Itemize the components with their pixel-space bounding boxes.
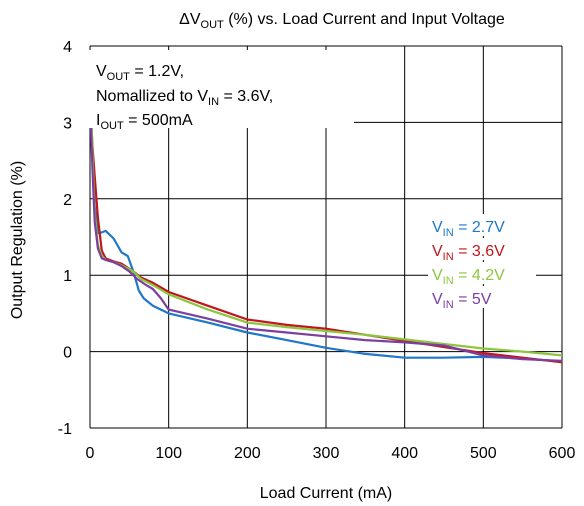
legend-bg-2	[428, 238, 536, 260]
legend-entry-1: VIN = 2.7V	[432, 219, 505, 239]
x-tick-label: 600	[549, 445, 576, 462]
legend: VIN = 2.7V VIN = 3.6V VIN = 4.2V VIN = 5V	[428, 214, 536, 311]
y-tick-label: 2	[63, 192, 72, 209]
x-tick-label: 100	[155, 445, 182, 462]
x-tick-label: 200	[234, 445, 261, 462]
annotation-line-1: VOUT = 1.2V,	[96, 63, 184, 83]
annotation-line-2: Nomallized to VIN = 3.6V,	[96, 88, 273, 108]
legend-entry-2: VIN = 3.6V	[432, 243, 505, 263]
series-line-3	[88, 65, 563, 357]
series-line-4	[88, 99, 563, 362]
legend-entry-3: VIN = 4.2V	[432, 267, 505, 287]
y-tick-label: 1	[63, 268, 72, 285]
series-line-1	[88, 99, 563, 363]
x-tick-label: 0	[86, 445, 95, 462]
y-tick-label: 3	[63, 115, 72, 132]
x-axis-label: Load Current (mA)	[260, 485, 393, 502]
x-tick-label: 500	[470, 445, 497, 462]
chart-title: ΔVOUT (%) vs. Load Current and Input Vol…	[179, 11, 505, 31]
annotation-box	[86, 50, 354, 128]
legend-entry-4: VIN = 5V	[432, 291, 492, 311]
x-tick-label: 300	[313, 445, 340, 462]
legend-bg-3	[428, 262, 536, 284]
tick-labels: 0 100 200 300 400 500 600 -1 0 1 2 3 4	[58, 39, 576, 462]
y-tick-label: 0	[63, 345, 72, 362]
y-tick-label: -1	[58, 421, 72, 438]
x-tick-label: 400	[391, 445, 418, 462]
series-layer	[88, 65, 563, 364]
annotation-line-3: IOUT = 500mA	[96, 112, 193, 132]
legend-bg-1	[428, 214, 536, 236]
legend-bg-4	[428, 286, 536, 308]
y-tick-label: 4	[63, 39, 72, 56]
y-axis-label: Output Regulation (%)	[9, 161, 26, 319]
